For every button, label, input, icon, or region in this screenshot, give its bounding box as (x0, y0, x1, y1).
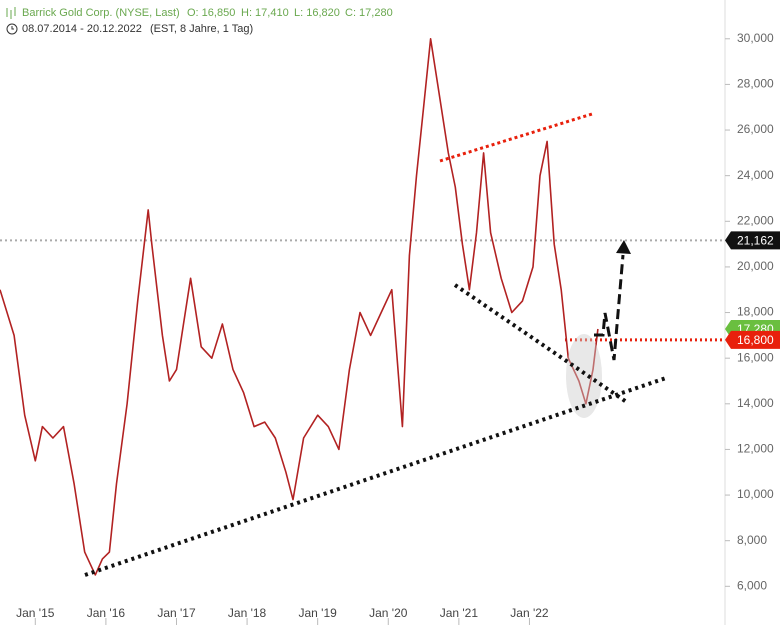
y-tick-label: 24,000 (737, 168, 774, 182)
x-tick-label: Jan '16 (87, 606, 126, 620)
x-tick-label: Jan '18 (228, 606, 267, 620)
price-badge (725, 231, 780, 250)
y-tick-label: 20,000 (737, 259, 774, 273)
x-tick-label: Jan '20 (369, 606, 408, 620)
x-tick-label: Jan '19 (299, 606, 338, 620)
open: O: 16,850 (187, 7, 235, 19)
y-tick-label: 16,000 (737, 350, 774, 364)
x-tick-label: Jan '21 (440, 606, 479, 620)
y-tick-label: 10,000 (737, 487, 774, 501)
price-badge-label: 21,162 (737, 234, 774, 248)
y-tick-label: 28,000 (737, 77, 774, 91)
price-badge-label: 16,800 (737, 333, 774, 347)
annotations (84, 112, 667, 577)
price-badge (725, 330, 780, 349)
y-tick-label: 14,000 (737, 396, 774, 410)
title: Barrick Gold Corp. (NYSE, Last) (22, 7, 180, 19)
y-tick-label: 12,000 (737, 442, 774, 456)
y-tick-label: 8,000 (737, 533, 767, 547)
y-tick-label: 22,000 (737, 213, 774, 227)
x-tick-label: Jan '15 (16, 606, 55, 620)
x-tick-label: Jan '17 (157, 606, 196, 620)
low: L: 16,820 (294, 7, 340, 19)
y-tick-label: 26,000 (737, 122, 774, 136)
info: (EST, 8 Jahre, 1 Tag) (150, 23, 253, 35)
y-tick-label: 30,000 (737, 31, 774, 45)
close: C: 17,280 (345, 7, 393, 19)
clock-icon (6, 23, 18, 35)
y-tick-label: 6,000 (737, 578, 767, 592)
high: H: 17,410 (241, 7, 289, 19)
date-range: 08.07.2014 - 20.12.2022 (22, 23, 142, 35)
price-line-series (0, 37, 599, 576)
y-tick-label: 18,000 (737, 305, 774, 319)
x-tick-label: Jan '22 (510, 606, 549, 620)
header-icon (6, 7, 16, 19)
